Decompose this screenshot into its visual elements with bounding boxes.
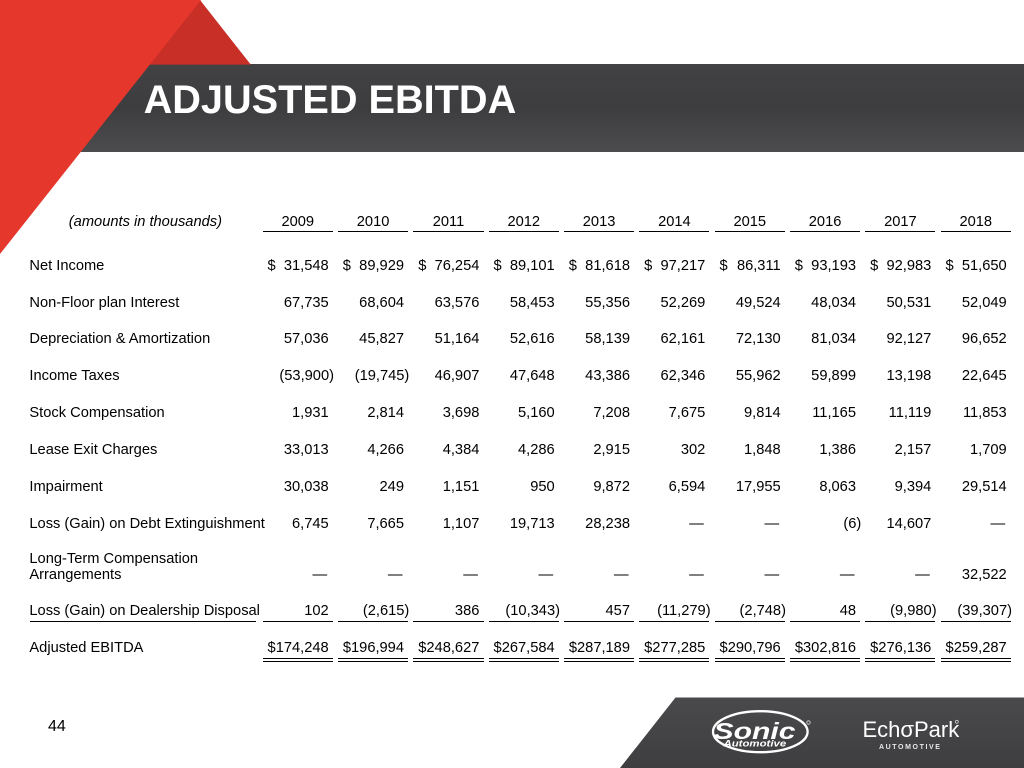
svg-text:EchσPark: EchσPark [863,717,961,742]
svg-text:Automotive: Automotive [722,739,786,749]
svg-text:AUTOMOTIVE: AUTOMOTIVE [879,744,942,751]
svg-text:Sonic: Sonic [714,718,796,744]
